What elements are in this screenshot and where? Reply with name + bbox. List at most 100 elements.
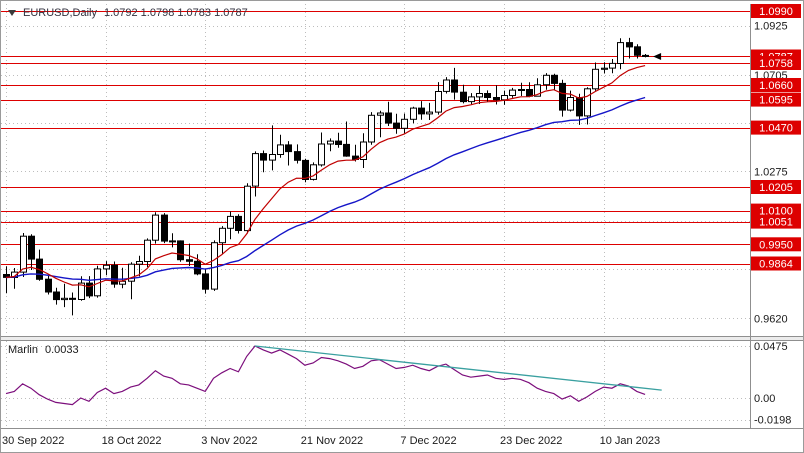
date-axis-label: 21 Nov 2022 (301, 435, 363, 447)
candle-body (144, 239, 151, 262)
candle-body (592, 68, 599, 90)
candle-body (211, 242, 218, 290)
date-axis-label: 30 Sep 2022 (2, 435, 64, 447)
candle-body (617, 42, 624, 64)
candle-body (543, 74, 550, 86)
candle-body (152, 214, 159, 241)
indicator-axis-label: 0.00 (754, 393, 775, 405)
candle-body (28, 235, 35, 260)
candle-body (567, 97, 574, 111)
date-axis-label: 3 Nov 2022 (201, 435, 257, 447)
panel-splitter[interactable] (0, 337, 804, 340)
candle-body (377, 112, 384, 116)
price-level-tag: 1.0990 (759, 6, 793, 18)
price-level-tag: 1.0595 (759, 95, 793, 107)
candle-body (451, 79, 458, 93)
candle-body (128, 263, 135, 282)
ma-fast-line (5, 65, 646, 288)
candle-body (418, 107, 425, 115)
candle-body (343, 143, 350, 157)
candle-body (327, 140, 334, 145)
price-level-tag-bg (751, 203, 801, 218)
candle-body (401, 118, 408, 129)
candle-body (443, 79, 450, 92)
candle-body (277, 144, 284, 155)
price-level-tag-bg (751, 180, 801, 194)
current-price-arrow (653, 53, 662, 60)
candle-body (335, 140, 342, 146)
candle-body (310, 164, 317, 180)
candle-body (61, 297, 68, 301)
candle-body (468, 96, 475, 103)
candle-body (518, 89, 525, 91)
candle-body (20, 235, 27, 273)
candle-body (294, 151, 301, 161)
indicator-axis-label: 0.0475 (754, 341, 788, 353)
indicator-axis-label: -0.0198 (754, 415, 791, 427)
candle-body (136, 261, 143, 265)
candle-body (642, 54, 649, 58)
candle-body (360, 141, 367, 160)
price-level-tag-bg (751, 4, 801, 18)
price-level-tag: 0.9864 (759, 259, 793, 271)
candle-body (69, 297, 76, 300)
candle-body (509, 89, 516, 96)
candle-body (584, 88, 591, 117)
price-level-tag: 1.0470 (759, 123, 793, 135)
price-level-tag-bg (751, 120, 801, 135)
ma-slow-line (5, 96, 646, 282)
candle-body (393, 122, 400, 129)
candle-body (227, 215, 234, 229)
price-level-tag: 1.0205 (759, 182, 793, 194)
candle-body (385, 112, 392, 124)
candle-body (177, 240, 184, 261)
candle-body (252, 153, 259, 187)
candle-body (260, 153, 267, 161)
candle-body (119, 280, 126, 285)
candle-body (285, 144, 292, 153)
price-level-tag-bg (751, 92, 801, 107)
candle-body (534, 84, 541, 97)
candle-body (244, 185, 251, 232)
date-axis-label: 10 Jan 2023 (600, 435, 661, 447)
candle-body (111, 264, 118, 285)
candle-body (559, 82, 566, 111)
candle-body (161, 214, 168, 242)
candle-body (78, 282, 85, 301)
price-axis-label: 1.0275 (754, 166, 788, 178)
candle-body (410, 107, 417, 120)
date-axis-label: 7 Dec 2022 (400, 435, 456, 447)
price-axis-label: 0.9620 (754, 313, 788, 325)
price-level-tag-bg (751, 237, 801, 252)
indicator-trendline[interactable] (254, 345, 662, 391)
candle-body (476, 93, 483, 98)
price-level-tag-bg (751, 56, 801, 70)
candle-body (484, 93, 491, 98)
candle-body (435, 91, 442, 113)
candle-body (576, 97, 583, 117)
candle-body (186, 259, 193, 262)
candle-body (493, 97, 500, 101)
candle-body (86, 282, 93, 297)
candle-body (202, 273, 209, 290)
price-level-tag: 1.0660 (759, 80, 793, 92)
candle-body (460, 91, 467, 103)
chart-dropdown-icon[interactable] (8, 10, 16, 16)
date-axis-label: 23 Dec 2022 (500, 435, 562, 447)
candle-body (219, 227, 226, 244)
candle-body (269, 154, 276, 161)
price-level-tag-bg (751, 78, 801, 92)
candle-body (368, 114, 375, 143)
price-level-tag-bg (751, 256, 801, 271)
price-level-tag: 0.9950 (759, 239, 793, 251)
candle-body (302, 159, 309, 180)
candle-body (609, 62, 616, 69)
price-level-tag-bg (751, 214, 801, 229)
candle-body (53, 291, 60, 301)
candle-body (235, 215, 242, 231)
marlin-line (5, 345, 646, 406)
candle-body (318, 143, 325, 166)
